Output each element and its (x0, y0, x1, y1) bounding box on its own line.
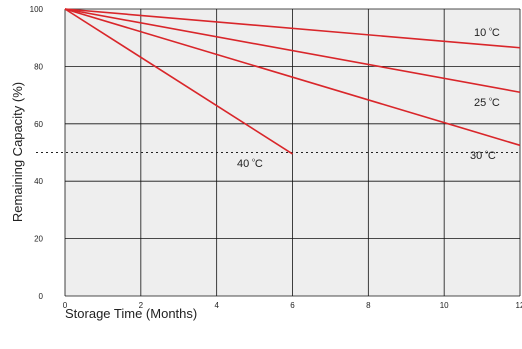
tick-labels: 0 2 4 6 8 10 12 0 20 40 60 80 100 (30, 5, 522, 310)
series-lines (64, 8, 521, 155)
series-line (64, 8, 521, 94)
x-tick-label: 8 (366, 301, 371, 310)
series-label: 40 ºC (237, 158, 263, 170)
y-tick-label: 80 (34, 62, 43, 71)
x-tick-label: 2 (139, 301, 144, 310)
y-tick-label: 100 (30, 5, 44, 14)
series-label: 30 ºC (470, 150, 496, 162)
y-tick-label: 0 (39, 292, 44, 301)
x-tick-label: 12 (516, 301, 522, 310)
y-tick-label: 40 (34, 177, 43, 186)
series-label: 10 ºC (474, 27, 500, 39)
y-tick-label: 60 (34, 120, 43, 129)
x-axis-title: Storage Time (Months) (65, 306, 197, 321)
x-tick-label: 0 (63, 301, 68, 310)
series-line (64, 8, 293, 155)
series-label: 25 ºC (474, 97, 500, 109)
x-tick-label: 6 (290, 301, 295, 310)
series-labels: 10 ºC 25 ºC 30 ºC 40 ºC (237, 27, 500, 170)
y-axis-title: Remaining Capacity (%) (10, 82, 25, 222)
x-tick-label: 4 (214, 301, 219, 310)
y-tick-label: 20 (34, 235, 43, 244)
series-line (64, 8, 521, 147)
series-line (64, 8, 521, 49)
x-tick-label: 10 (440, 301, 449, 310)
